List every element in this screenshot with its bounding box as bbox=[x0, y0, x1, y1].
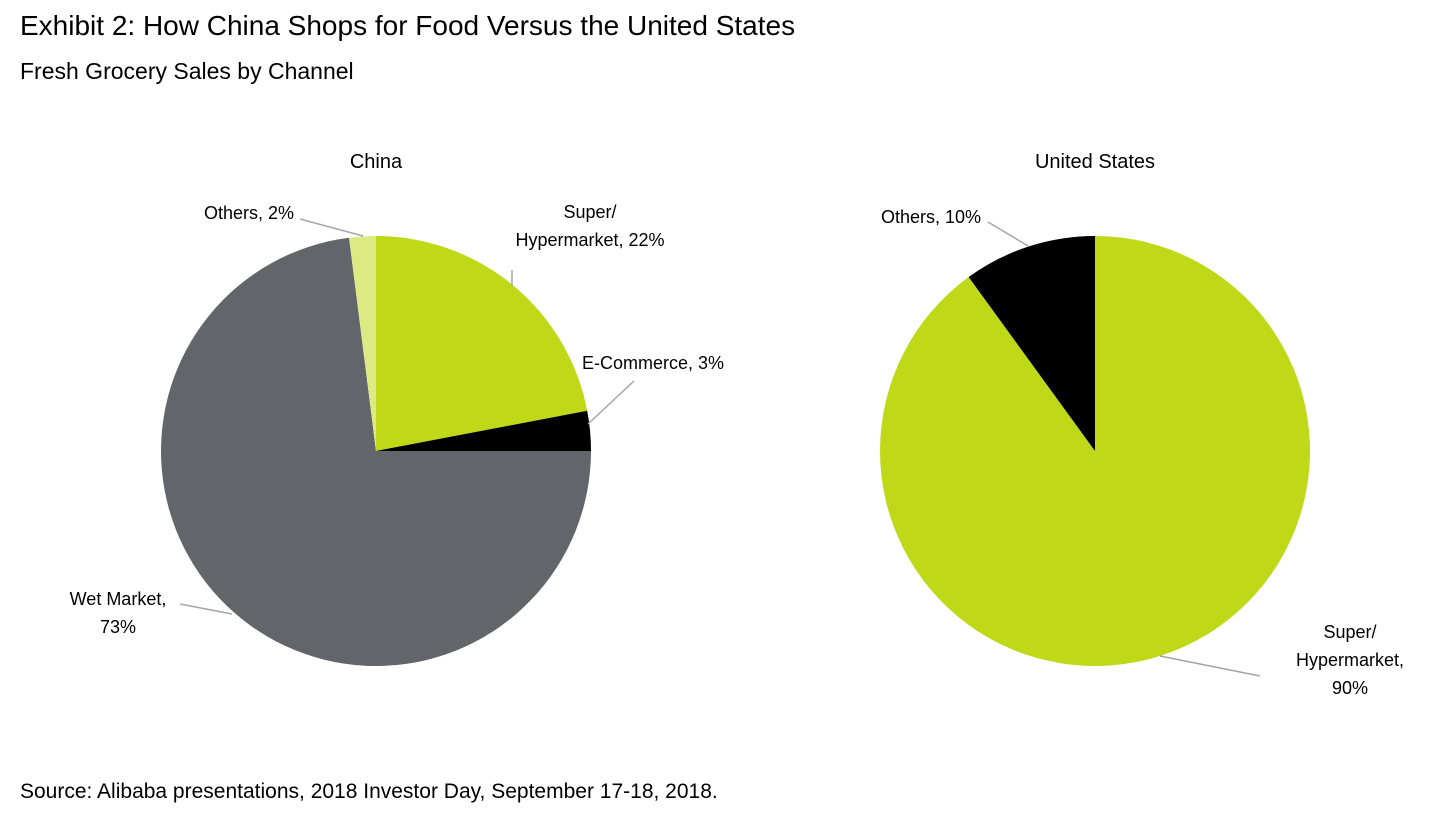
chart-title: Exhibit 2: How China Shops for Food Vers… bbox=[20, 10, 796, 41]
pie-slice-china-super-hypermarket bbox=[376, 236, 588, 451]
leader-line-united-states-super-hypermarket bbox=[1159, 655, 1261, 677]
data-label-china-super-hypermarket: Super/Hypermarket, 22% bbox=[515, 202, 664, 250]
data-label-united-states-others: Others, 10% bbox=[881, 207, 981, 227]
leader-line-china-others bbox=[299, 218, 364, 237]
leader-line-united-states-others bbox=[987, 221, 1029, 247]
pie-slice-united-states-others bbox=[968, 236, 1095, 451]
pie-title-united-states: United States bbox=[1035, 151, 1155, 173]
leader-line-china-wet-market bbox=[179, 603, 233, 615]
data-label-china-e-commerce: E-Commerce, 3% bbox=[582, 353, 724, 373]
pie-slice-china-wet-market bbox=[161, 237, 591, 666]
pie-slice-china-others bbox=[349, 236, 376, 451]
source-note: Source: Alibaba presentations, 2018 Inve… bbox=[20, 780, 718, 803]
data-label-china-wet-market: Wet Market, 73% bbox=[70, 589, 167, 637]
leader-line-china-e-commerce bbox=[587, 380, 635, 425]
pie-slice-china-e-commerce bbox=[376, 410, 591, 451]
data-label-united-states-super-hypermarket: Super/Hypermarket, 90% bbox=[1296, 622, 1404, 698]
pie-title-china: China bbox=[350, 151, 403, 173]
data-label-china-others: Others, 2% bbox=[204, 203, 294, 223]
chart-subtitle: Fresh Grocery Sales by Channel bbox=[20, 58, 354, 84]
